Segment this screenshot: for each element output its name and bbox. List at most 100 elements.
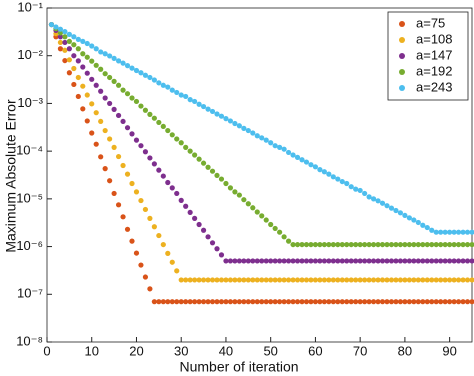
data-point bbox=[447, 299, 453, 305]
data-point bbox=[348, 277, 354, 283]
data-point bbox=[455, 258, 462, 264]
data-point bbox=[227, 277, 234, 283]
data-point bbox=[397, 299, 404, 305]
data-point bbox=[111, 144, 117, 150]
data-point bbox=[205, 277, 211, 283]
data-point bbox=[415, 241, 421, 248]
data-point bbox=[102, 71, 108, 77]
data-point bbox=[151, 115, 157, 121]
data-point bbox=[245, 201, 251, 207]
data-point bbox=[133, 98, 140, 105]
data-point bbox=[321, 299, 327, 305]
data-point bbox=[402, 258, 408, 264]
data-point bbox=[299, 241, 305, 248]
data-point bbox=[379, 299, 386, 305]
data-point bbox=[245, 299, 251, 305]
data-point bbox=[129, 131, 135, 137]
data-point bbox=[312, 299, 319, 305]
data-point bbox=[223, 277, 229, 283]
data-point bbox=[147, 215, 153, 221]
data-point bbox=[464, 277, 471, 283]
data-point bbox=[299, 157, 305, 163]
data-point bbox=[84, 40, 90, 47]
data-point bbox=[66, 57, 72, 63]
data-point bbox=[411, 217, 417, 223]
data-point bbox=[120, 162, 126, 169]
data-point bbox=[424, 258, 430, 264]
data-point bbox=[406, 299, 412, 305]
data-point bbox=[120, 60, 126, 66]
data-point bbox=[438, 258, 444, 264]
data-point bbox=[129, 180, 135, 187]
data-point bbox=[344, 277, 350, 283]
data-point bbox=[455, 277, 462, 283]
data-point bbox=[192, 215, 198, 221]
data-point bbox=[124, 125, 131, 131]
data-point bbox=[290, 258, 296, 264]
data-point bbox=[308, 277, 314, 283]
data-point bbox=[84, 70, 90, 76]
data-point bbox=[263, 217, 269, 223]
data-point bbox=[200, 299, 207, 305]
data-point bbox=[379, 258, 386, 264]
data-point bbox=[263, 299, 269, 305]
data-point bbox=[174, 268, 180, 274]
data-point bbox=[451, 241, 457, 248]
data-point bbox=[339, 178, 345, 185]
data-point bbox=[464, 229, 471, 235]
data-point bbox=[447, 258, 453, 264]
data-point bbox=[209, 240, 216, 246]
legend-label: a=192 bbox=[416, 63, 453, 78]
data-point bbox=[187, 277, 193, 283]
data-point bbox=[370, 258, 377, 264]
data-point bbox=[156, 119, 162, 126]
data-point bbox=[62, 34, 68, 40]
data-point bbox=[62, 39, 68, 46]
data-point bbox=[460, 277, 466, 283]
data-point bbox=[89, 130, 95, 136]
data-point bbox=[147, 286, 153, 292]
y-tick-label: 10⁻³ bbox=[17, 95, 43, 110]
data-point bbox=[321, 241, 327, 248]
data-point bbox=[379, 277, 386, 283]
data-point bbox=[330, 241, 336, 248]
data-point bbox=[214, 111, 220, 117]
data-point bbox=[178, 92, 184, 98]
data-point bbox=[308, 258, 314, 264]
data-point bbox=[214, 299, 220, 305]
data-point bbox=[120, 118, 126, 125]
data-point bbox=[236, 299, 242, 305]
data-point bbox=[438, 277, 444, 283]
data-point bbox=[89, 43, 95, 49]
data-point bbox=[330, 299, 336, 305]
data-point bbox=[259, 299, 265, 305]
data-point bbox=[366, 258, 372, 264]
data-point bbox=[294, 154, 301, 160]
data-point bbox=[393, 277, 399, 283]
data-point bbox=[124, 226, 131, 232]
data-point bbox=[388, 258, 395, 264]
data-point bbox=[321, 277, 327, 283]
data-point bbox=[384, 277, 390, 283]
data-point bbox=[375, 241, 381, 248]
data-point bbox=[429, 299, 435, 305]
data-point bbox=[178, 197, 184, 203]
data-point bbox=[303, 159, 310, 165]
data-point bbox=[415, 277, 421, 283]
data-point bbox=[299, 299, 305, 305]
data-point bbox=[84, 54, 90, 60]
data-point bbox=[62, 47, 68, 53]
data-point bbox=[384, 203, 390, 209]
legend-label: a=243 bbox=[416, 79, 453, 94]
data-point bbox=[312, 258, 319, 264]
x-tick-label: 70 bbox=[353, 343, 367, 358]
data-point bbox=[156, 167, 162, 173]
data-point bbox=[236, 258, 242, 264]
data-point bbox=[420, 258, 426, 264]
data-point bbox=[151, 299, 157, 305]
data-point bbox=[245, 127, 251, 134]
data-point bbox=[165, 127, 171, 134]
data-point bbox=[277, 144, 283, 150]
data-point bbox=[84, 92, 90, 98]
